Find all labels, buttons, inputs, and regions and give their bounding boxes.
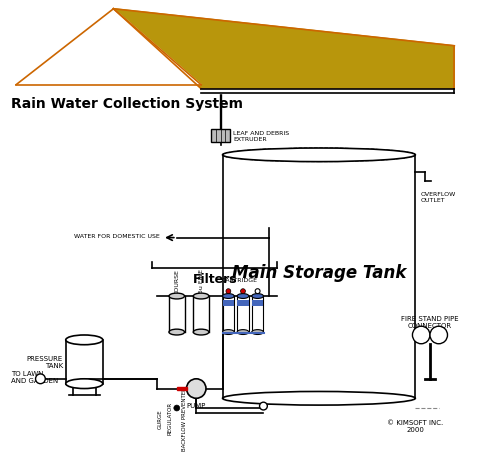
Circle shape	[255, 289, 259, 294]
Ellipse shape	[237, 294, 248, 299]
Bar	[237, 300, 248, 306]
Text: PRESSURE
TANK: PRESSURE TANK	[27, 355, 63, 368]
Bar	[211, 129, 230, 143]
Ellipse shape	[168, 329, 184, 335]
Text: COURSE: COURSE	[174, 269, 179, 295]
Polygon shape	[113, 10, 454, 89]
Ellipse shape	[193, 329, 209, 335]
Circle shape	[186, 379, 206, 399]
Text: Main Storage Tank: Main Storage Tank	[231, 263, 405, 281]
Ellipse shape	[222, 149, 414, 162]
Ellipse shape	[66, 379, 103, 389]
Ellipse shape	[251, 330, 263, 335]
Ellipse shape	[193, 293, 209, 299]
Ellipse shape	[222, 330, 234, 335]
Text: GURGE: GURGE	[157, 408, 162, 428]
Text: BACKFLOW PREVENTER: BACKFLOW PREVENTER	[182, 386, 187, 450]
Bar	[176, 387, 186, 391]
Text: .5u FINE: .5u FINE	[198, 269, 203, 295]
Bar	[222, 300, 234, 306]
Circle shape	[173, 405, 179, 411]
Polygon shape	[16, 10, 201, 86]
Text: Filters: Filters	[192, 273, 237, 285]
Polygon shape	[201, 89, 454, 94]
Text: REGULATOR: REGULATOR	[167, 401, 172, 435]
Text: WATER FOR DOMESTIC USE: WATER FOR DOMESTIC USE	[75, 233, 160, 238]
Text: CARTRIDGE: CARTRIDGE	[222, 278, 257, 283]
Text: PUMP: PUMP	[186, 402, 206, 408]
Circle shape	[226, 289, 230, 294]
Circle shape	[411, 327, 429, 344]
Circle shape	[35, 374, 45, 384]
Bar	[251, 300, 263, 306]
Text: LEAF AND DEBRIS
EXTRUDER: LEAF AND DEBRIS EXTRUDER	[233, 131, 289, 142]
Ellipse shape	[222, 294, 234, 299]
Ellipse shape	[222, 392, 414, 405]
Circle shape	[429, 327, 447, 344]
Text: OVERFLOW
OUTLET: OVERFLOW OUTLET	[419, 192, 454, 202]
Circle shape	[240, 289, 245, 294]
Ellipse shape	[237, 330, 248, 335]
Ellipse shape	[251, 294, 263, 299]
Ellipse shape	[168, 293, 184, 299]
Ellipse shape	[66, 335, 103, 345]
Text: FIRE STAND PIPE
CONNECTOR: FIRE STAND PIPE CONNECTOR	[400, 315, 458, 328]
Text: TO LAWN
AND GARDEN: TO LAWN AND GARDEN	[11, 370, 59, 384]
Text: Rain Water Collection System: Rain Water Collection System	[11, 97, 242, 111]
Circle shape	[259, 402, 267, 410]
Text: © KIMSOFT INC.
2000: © KIMSOFT INC. 2000	[386, 420, 442, 432]
